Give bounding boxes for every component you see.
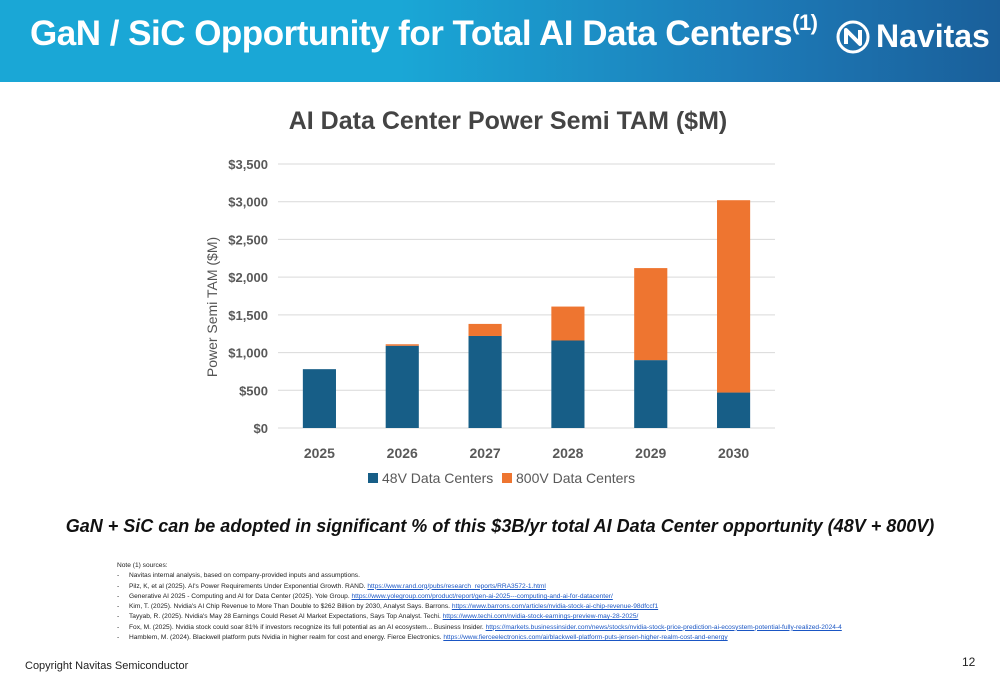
navitas-logo-text: Navitas — [876, 18, 990, 54]
note-link[interactable]: https://www.techi.com/nvidia-stock-earni… — [442, 613, 639, 621]
note-item: - Hamblem, M. (2024). Blackwell platform … — [117, 633, 977, 643]
note-item: - Tayyab, R. (2025). Nvidia's May 28 Earn… — [117, 612, 977, 622]
x-tick-label: 2026 — [387, 445, 418, 461]
note-dash: - — [117, 634, 120, 642]
bar-2030-48v-data-centers — [717, 392, 751, 428]
bar-2030-800v-data-centers — [717, 200, 751, 393]
chart-title: AI Data Center Power Semi TAM ($M) — [289, 107, 728, 135]
note-item: - Navitas internal analysis, based on com… — [117, 571, 977, 581]
x-tick-label: 2030 — [718, 445, 749, 461]
note-text: Tayyab, R. (2025). Nvidia's May 28 Earni… — [129, 613, 443, 621]
y-tick-label: $3,500 — [228, 157, 268, 172]
note-text: Generative AI 2025 - Computing and AI fo… — [129, 592, 352, 600]
y-tick-labels: $0 $500 $1,000 $1,500 $2,000 $2,500 $3,000 $3,5… — [228, 157, 268, 436]
note-dash: - — [117, 613, 120, 621]
note-text: Kim, T. (2025). Nvidia's AI Chip Revenue… — [129, 603, 452, 611]
note-link[interactable]: https://www.barrons.com/articles/nvidia-… — [451, 603, 659, 611]
note-item: - Generative AI 2025 - Computing and AI f… — [117, 592, 977, 602]
notes-heading: Note (1) sources: — [117, 562, 168, 569]
note-text: Hamblem, M. (2024). Blackwell platform p… — [129, 634, 444, 642]
y-tick-label: $1,500 — [228, 308, 268, 323]
legend-label: 800V Data Centers — [516, 470, 635, 486]
note-link[interactable]: https://www.yolegroup.com/product/report… — [351, 592, 613, 600]
bar-2027-800v-data-centers — [468, 323, 502, 336]
y-tick-label: $1,000 — [228, 346, 268, 361]
y-tick-label: $2,500 — [228, 232, 268, 247]
y-tick-label: $500 — [239, 383, 268, 398]
x-tick-label: 2027 — [470, 445, 501, 461]
note-link[interactable]: https://www.rand.org/pubs/research_repor… — [367, 582, 546, 590]
bars — [302, 200, 751, 428]
legend: 48V Data Centers 800V Data Centers — [368, 470, 635, 486]
y-tick-label: $3,000 — [228, 195, 268, 210]
page-title-text: GaN / SiC Opportunity for Total AI Data … — [30, 14, 793, 53]
bar-2029-800v-data-centers — [634, 268, 668, 361]
note-link[interactable]: https://www.fierceelectronics.com/ai/bla… — [443, 634, 728, 642]
note-item: - Fox, M. (2025). Nvidia stock could soar… — [117, 623, 977, 633]
legend-swatch — [502, 473, 512, 483]
note-dash: - — [117, 603, 120, 611]
bar-2028-800v-data-centers — [551, 306, 585, 341]
y-axis-label: Power Semi TAM ($M) — [204, 237, 220, 377]
y-tick-label: $0 — [254, 421, 268, 436]
note-dash: - — [117, 623, 120, 631]
tam-chart: AI Data Center Power Semi TAM ($M) Power… — [190, 95, 810, 505]
bar-2029-48v-data-centers — [634, 360, 668, 428]
note-link[interactable]: https://markets.businessinsider.com/news… — [485, 623, 842, 631]
page-title-footnote-marker: (1) — [792, 10, 818, 35]
legend-label: 48V Data Centers — [382, 470, 493, 486]
bar-2027-48v-data-centers — [468, 335, 502, 428]
tam-chart-svg: AI Data Center Power Semi TAM ($M) Power… — [204, 107, 775, 486]
note-text: Pilz, K, et al (2025). AI's Power Requir… — [129, 582, 368, 590]
x-tick-label: 2028 — [552, 445, 583, 461]
x-tick-labels: 2025 2026 2027 2028 2029 2030 — [304, 445, 750, 461]
bar-2026-800v-data-centers — [385, 344, 419, 346]
gridlines — [278, 163, 775, 429]
x-tick-label: 2029 — [635, 445, 666, 461]
page-number: 12 — [962, 655, 976, 669]
notes-list: - Navitas internal analysis, based on com… — [117, 571, 977, 643]
note-text: Navitas internal analysis, based on comp… — [129, 572, 360, 580]
navitas-logo-icon — [836, 20, 870, 53]
copyright: Copyright Navitas Semiconductor — [25, 660, 189, 672]
tagline: GaN + SiC can be adopted in significant … — [65, 516, 935, 536]
bar-2026-48v-data-centers — [385, 345, 419, 428]
x-tick-label: 2025 — [304, 445, 335, 461]
y-tick-label: $2,000 — [228, 270, 268, 285]
bar-2028-48v-data-centers — [551, 340, 585, 428]
header-band: GaN / SiC Opportunity for Total AI Data … — [0, 0, 1000, 82]
legend-swatch — [368, 473, 378, 483]
source-notes: Note (1) sources: - Navitas internal anal… — [117, 561, 977, 643]
page-title: GaN / SiC Opportunity for Total AI Data … — [30, 10, 818, 54]
note-dash: - — [117, 592, 120, 600]
note-dash: - — [117, 582, 120, 590]
navitas-logo: Navitas — [836, 18, 990, 55]
note-item: - Pilz, K, et al (2025). AI's Power Requi… — [117, 582, 977, 592]
bar-2025-48v-data-centers — [302, 369, 336, 428]
note-item: - Kim, T. (2025). Nvidia's AI Chip Revenu… — [117, 602, 977, 612]
note-dash: - — [117, 572, 120, 580]
note-text: Fox, M. (2025). Nvidia stock could soar … — [129, 623, 486, 631]
